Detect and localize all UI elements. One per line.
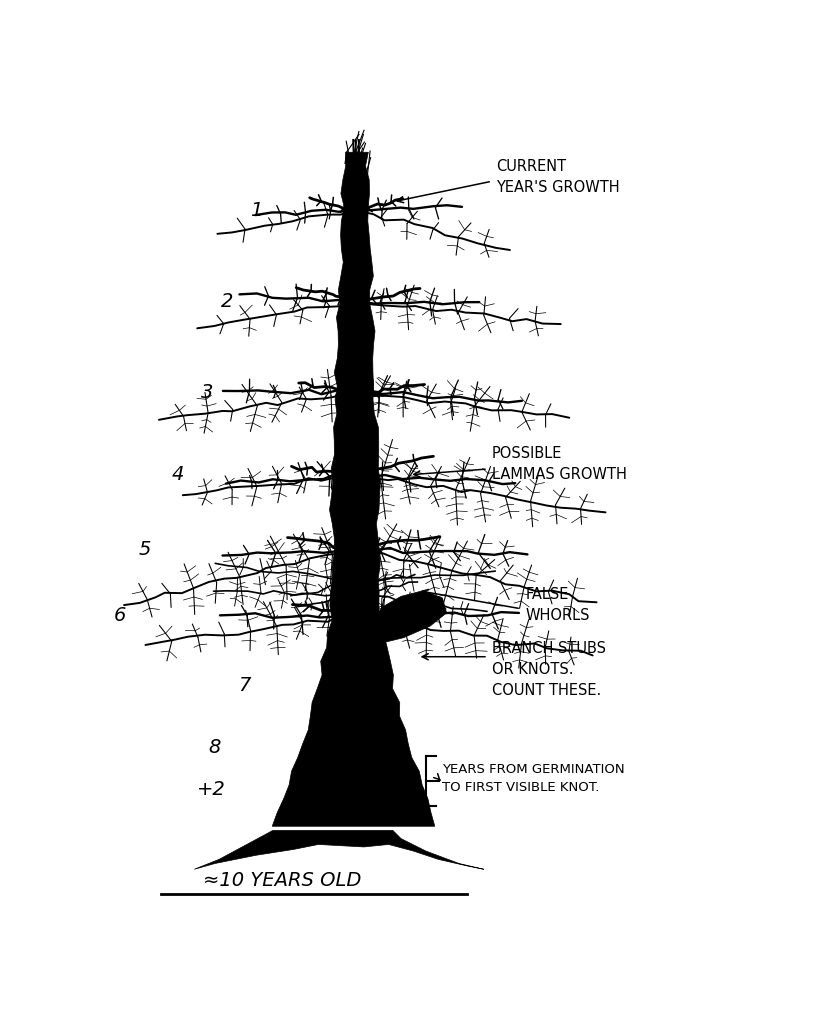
Text: ≈10 YEARS OLD: ≈10 YEARS OLD [203, 870, 361, 890]
Text: 3: 3 [201, 383, 213, 401]
Polygon shape [194, 830, 484, 869]
Text: 1: 1 [251, 201, 262, 219]
Text: BRANCH STUBS
OR KNOTS.
COUNT THESE.: BRANCH STUBS OR KNOTS. COUNT THESE. [492, 641, 606, 697]
Text: 2: 2 [222, 292, 233, 310]
Text: FALSE
WHORLS: FALSE WHORLS [525, 587, 590, 623]
Polygon shape [272, 153, 435, 826]
Text: POSSIBLE
LAMMAS GROWTH: POSSIBLE LAMMAS GROWTH [492, 446, 627, 482]
Text: 5: 5 [139, 540, 151, 559]
Text: 6: 6 [114, 606, 126, 625]
Text: YEARS FROM GERMINATION
TO FIRST VISIBLE KNOT.: YEARS FROM GERMINATION TO FIRST VISIBLE … [442, 763, 625, 794]
Text: 8: 8 [209, 738, 221, 757]
Polygon shape [374, 591, 447, 644]
Text: +2: +2 [197, 779, 225, 799]
Text: 4: 4 [172, 465, 184, 484]
Text: 7: 7 [238, 676, 250, 695]
Text: CURRENT
YEAR'S GROWTH: CURRENT YEAR'S GROWTH [496, 159, 619, 195]
